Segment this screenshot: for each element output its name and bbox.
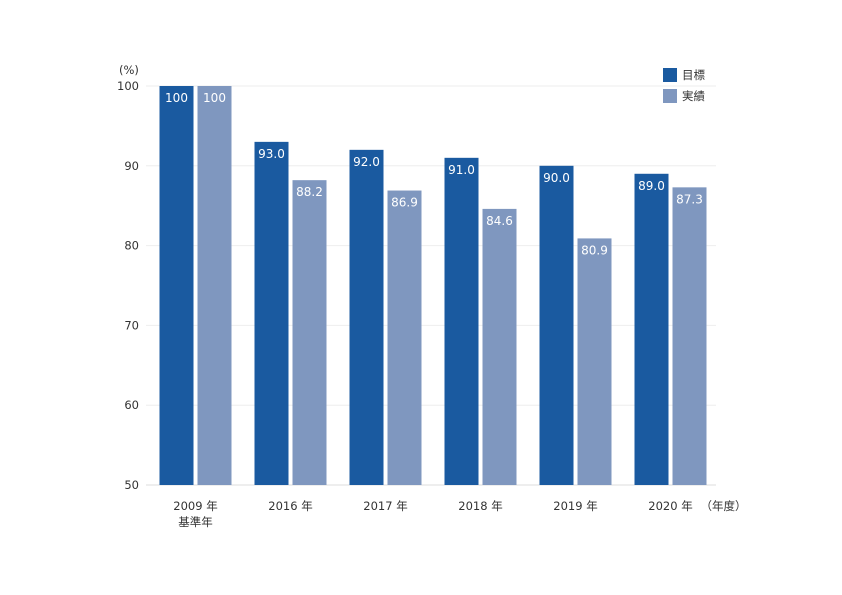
bar-actual (387, 190, 422, 485)
bar-target (634, 173, 669, 485)
bar-actual (197, 86, 232, 485)
x-tick-label: 2017 年 (363, 499, 407, 513)
grid-lines (146, 85, 716, 486)
bar-value-label: 88.2 (296, 185, 323, 199)
bar-value-label: 100 (203, 91, 226, 105)
bar-target (159, 86, 194, 485)
x-tick-sublabel: 基準年 (178, 515, 213, 529)
bar-target (254, 141, 289, 486)
bar-value-label: 100 (165, 91, 188, 105)
legend-label: 実績 (682, 89, 705, 103)
bar-value-label: 80.9 (581, 243, 608, 257)
x-tick-label: 2016 年 (268, 499, 312, 513)
legend-label: 目標 (682, 68, 705, 82)
bar-target (539, 165, 574, 486)
y-tick-label: 100 (117, 79, 139, 93)
bars: 100 100 93.0 88.2 92.0 86.9 91.0 84.6 90.0 80.9 89… (159, 86, 707, 486)
x-tick-label: 2009 年 (173, 499, 217, 513)
bar-value-label: 93.0 (258, 147, 285, 161)
bar-value-label: 87.3 (676, 192, 703, 206)
bar-value-label: 91.0 (448, 163, 475, 177)
bar-value-label: 89.0 (638, 179, 665, 193)
y-tick-label: 50 (124, 478, 139, 492)
legend-swatch (663, 68, 677, 82)
bar-value-label: 86.9 (391, 196, 418, 210)
x-tick-label: 2018 年 (458, 499, 502, 513)
y-tick-label: 80 (124, 239, 139, 253)
bar-actual (577, 238, 612, 485)
y-tick-label: 70 (124, 318, 139, 332)
bar-actual (672, 187, 707, 485)
bar-actual (482, 208, 517, 485)
bar-target (444, 157, 479, 485)
y-tick-label: 90 (124, 159, 139, 173)
x-tick-label: 2019 年 (553, 499, 597, 513)
bar-actual (292, 180, 327, 485)
y-tick-label: 60 (124, 398, 139, 412)
x-tick-label: 2020 年 (648, 499, 692, 513)
x-unit-suffix: （年度） (701, 499, 747, 513)
y-unit-label: (%) (119, 63, 139, 77)
bar-target (349, 149, 384, 485)
legend-swatch (663, 89, 677, 103)
bar-value-label: 92.0 (353, 155, 380, 169)
bar-value-label: 90.0 (543, 171, 570, 185)
y-axis: 50 60 70 80 90 100 (117, 79, 139, 492)
bar-value-label: 84.6 (486, 214, 513, 228)
